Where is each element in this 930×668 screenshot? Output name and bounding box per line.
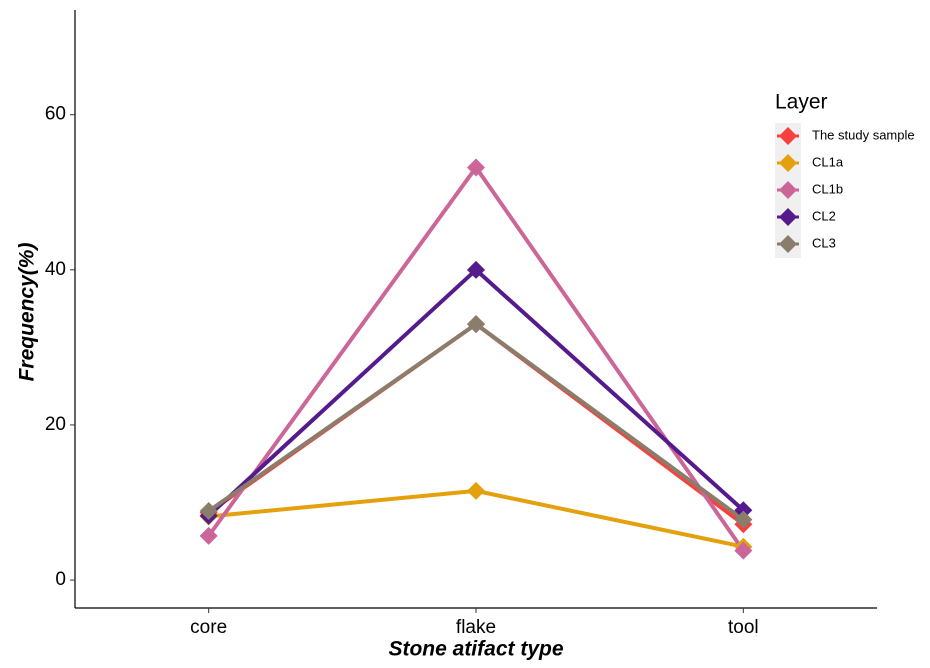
point — [734, 501, 753, 520]
legend-marker — [779, 235, 797, 253]
x-tick-label: flake — [456, 617, 496, 638]
x-tick-label: core — [190, 617, 227, 638]
point — [467, 315, 485, 334]
legend-marker — [779, 181, 797, 199]
y-tick-label: 60 — [45, 104, 66, 125]
legend-label: CL1b — [812, 181, 843, 196]
point — [467, 260, 485, 279]
series-line — [207, 267, 745, 518]
point — [199, 502, 218, 521]
y-tick-label: 40 — [45, 259, 66, 280]
x-tick-label: tool — [728, 617, 759, 638]
legend-title: Layer — [775, 91, 828, 114]
legend-label: CL2 — [812, 208, 836, 223]
legend-label: CL3 — [812, 235, 836, 250]
x-axis-label: Stone atifact type — [388, 638, 563, 661]
point — [199, 526, 218, 545]
point — [734, 541, 753, 560]
y-axis-label: Frequency(%) — [16, 243, 39, 382]
legend-marker — [779, 127, 797, 145]
point — [734, 510, 753, 529]
y-tick-label: 20 — [45, 414, 66, 435]
legend-marker — [779, 208, 797, 226]
legend-label: The study sample — [812, 127, 915, 142]
legend-label: CL1a — [812, 154, 844, 169]
point — [467, 158, 485, 177]
y-tick-label: 0 — [55, 569, 66, 590]
point — [467, 481, 485, 500]
legend-marker — [779, 154, 797, 172]
